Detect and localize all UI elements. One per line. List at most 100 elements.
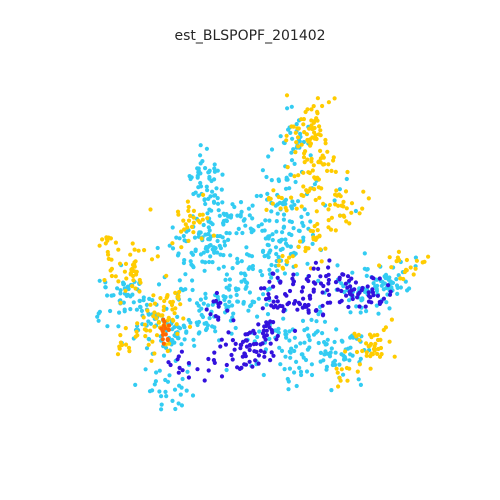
map-point (182, 258, 187, 263)
map-point (309, 156, 314, 161)
map-point (368, 366, 373, 371)
map-point (205, 188, 210, 193)
map-point (303, 248, 308, 254)
map-point (194, 320, 199, 325)
map-point (264, 174, 269, 180)
map-point (322, 319, 328, 324)
map-point (163, 389, 168, 394)
map-point (344, 293, 349, 298)
map-point (197, 230, 202, 235)
map-point (179, 403, 184, 408)
map-point (231, 311, 236, 316)
map-point (152, 351, 157, 356)
map-point (333, 202, 338, 207)
map-point (337, 187, 342, 192)
map-point (239, 342, 244, 348)
map-point (297, 228, 302, 234)
map-point (309, 317, 314, 322)
map-point (301, 170, 306, 175)
map-point (269, 262, 274, 268)
map-point (303, 109, 308, 115)
map-point (394, 259, 399, 264)
map-point (96, 318, 101, 323)
map-point (256, 353, 261, 358)
map-point (276, 330, 281, 335)
map-point (176, 325, 181, 330)
map-point (345, 378, 350, 383)
map-point (325, 288, 330, 293)
map-point (310, 241, 315, 246)
map-point (264, 207, 269, 212)
map-point (256, 224, 261, 229)
map-point (366, 299, 372, 304)
map-point (320, 290, 325, 295)
map-point (118, 333, 123, 338)
map-point (277, 258, 282, 263)
map-point (212, 166, 217, 171)
map-point (239, 259, 244, 264)
map-point (282, 271, 287, 276)
map-point (155, 245, 160, 251)
map-point (274, 295, 279, 300)
map-point (123, 288, 128, 293)
map-point (354, 304, 359, 309)
map-point (329, 346, 334, 351)
map-point (161, 353, 167, 358)
map-point (118, 288, 123, 293)
map-point (247, 347, 252, 353)
map-point (297, 365, 302, 370)
map-point (295, 126, 300, 131)
map-point (370, 275, 375, 280)
map-point (285, 243, 290, 248)
map-point (169, 302, 175, 308)
map-point (250, 263, 255, 269)
map-point (287, 255, 292, 260)
map-point (299, 142, 304, 147)
map-point (258, 342, 263, 347)
map-point (200, 217, 205, 222)
map-point (115, 352, 121, 357)
map-point (254, 349, 259, 354)
map-point (301, 238, 306, 243)
orange-point-group (159, 317, 172, 346)
map-point (267, 336, 272, 341)
map-point (182, 325, 187, 330)
map-point (231, 318, 236, 323)
map-point (376, 311, 381, 316)
map-point (296, 244, 301, 249)
map-point (224, 362, 229, 368)
map-point (158, 296, 163, 301)
map-point (335, 263, 340, 268)
map-point (296, 144, 301, 149)
map-point (301, 122, 306, 127)
map-point (203, 201, 208, 207)
map-point (166, 360, 171, 365)
map-point (165, 379, 171, 384)
map-point (238, 214, 243, 219)
map-point (109, 273, 114, 279)
map-point (161, 323, 167, 328)
map-point (387, 306, 392, 311)
map-point (142, 322, 148, 327)
map-point (183, 272, 188, 277)
map-point (350, 270, 355, 275)
map-point (97, 278, 102, 283)
map-point (366, 293, 371, 298)
map-point (126, 345, 132, 350)
map-point (364, 341, 369, 346)
map-point (260, 273, 265, 278)
map-point (188, 213, 193, 218)
map-point (176, 354, 181, 359)
map-point (261, 292, 266, 297)
map-point (318, 128, 323, 133)
map-point (170, 307, 175, 312)
map-point (132, 247, 137, 252)
map-point (288, 172, 294, 177)
map-point (316, 312, 321, 317)
map-point (251, 299, 256, 305)
map-point (227, 277, 232, 282)
map-point (180, 376, 185, 382)
map-point (364, 267, 369, 272)
map-point (236, 226, 241, 231)
